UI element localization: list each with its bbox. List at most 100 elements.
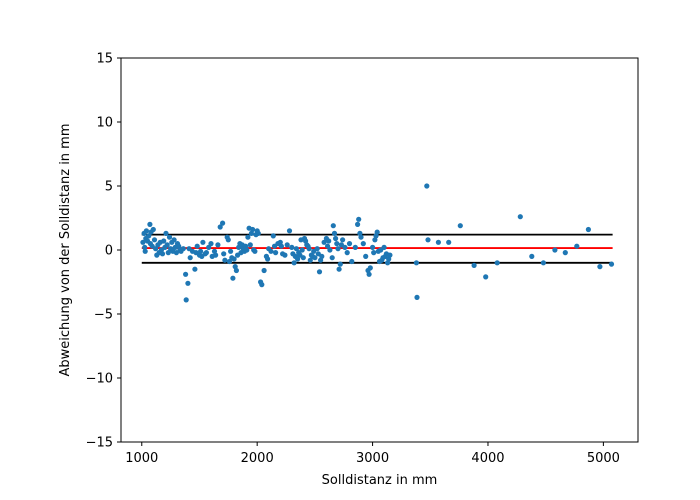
data-point [494,260,500,266]
data-point [247,242,253,248]
data-point [446,239,452,245]
y-tick-label: 10 [96,116,113,131]
data-point [349,258,355,265]
data-point [529,253,535,259]
data-point [303,238,309,244]
data-point [244,247,250,253]
data-point [295,256,301,262]
y-tick-label: −10 [86,372,113,387]
data-point [330,223,336,229]
data-point [414,294,420,300]
data-point [574,243,580,249]
data-point [370,244,376,250]
data-point [355,221,361,227]
data-point [307,257,313,263]
data-point [337,261,343,267]
data-point [289,244,295,250]
data-point [183,271,189,277]
data-point [321,239,327,245]
data-point [335,246,341,252]
y-tick-label: −5 [94,308,113,323]
data-point [360,241,366,247]
data-point [164,242,170,248]
data-point [425,237,431,243]
axis-ticks: 1000 2000 3000 4000 5000 −15 −10 −5 0 5 10 15 [86,52,620,467]
data-point [231,256,237,262]
y-tick-label: 15 [96,52,113,67]
data-point [342,244,348,250]
data-point [336,266,342,272]
data-point [143,228,149,234]
data-point [299,247,305,253]
data-point [273,250,279,256]
data-point [552,247,558,253]
data-point [608,261,615,267]
data-point [259,282,265,288]
data-point [255,230,261,236]
data-point [142,248,148,254]
data-point [151,237,158,243]
data-point [387,252,393,258]
data-point [483,274,489,280]
data-point [367,265,373,271]
data-point [374,229,380,235]
data-point [277,239,283,245]
data-point [245,234,251,240]
data-point [346,241,353,247]
data-point [291,260,297,266]
data-point [366,271,372,277]
data-point [278,243,284,249]
data-point [248,230,254,236]
data-point [217,224,223,230]
data-point [363,253,369,259]
data-point [597,264,603,270]
data-point [319,253,325,259]
data-point [163,230,169,236]
data-point [325,243,331,249]
data-point [200,239,206,245]
data-point [215,242,221,248]
data-point [312,255,318,261]
data-point [265,256,271,262]
data-point [213,252,219,258]
x-tick-label: 3000 [356,451,389,466]
data-point [282,252,288,258]
data-point [147,221,153,227]
data-point [230,275,236,281]
x-axis-label: Solldistanz in mm [322,473,438,488]
data-point [424,183,430,189]
x-tick-label: 1000 [125,451,158,466]
data-point [192,266,198,272]
data-point [161,238,167,244]
data-point [187,255,193,261]
data-point [261,267,267,274]
data-point [284,242,290,248]
data-point [286,228,293,234]
data-point [252,248,258,254]
data-point [471,262,477,268]
x-tick-label: 5000 [587,451,620,466]
data-point [153,246,159,252]
data-point [233,267,239,274]
data-point [371,250,377,256]
data-point [306,246,312,252]
data-point [250,226,256,233]
data-point [333,235,339,242]
data-point [220,220,226,226]
data-point [225,237,231,243]
data-point [326,238,332,244]
data-point [517,214,523,220]
data-point [232,264,238,270]
data-point [194,243,200,249]
data-point [435,239,441,245]
data-point [457,223,463,229]
data-points [140,183,615,303]
data-point [270,233,276,239]
data-point [166,234,173,240]
data-point [185,280,191,286]
x-tick-label: 2000 [241,451,274,466]
y-tick-label: 0 [105,244,113,259]
data-point [142,244,148,250]
